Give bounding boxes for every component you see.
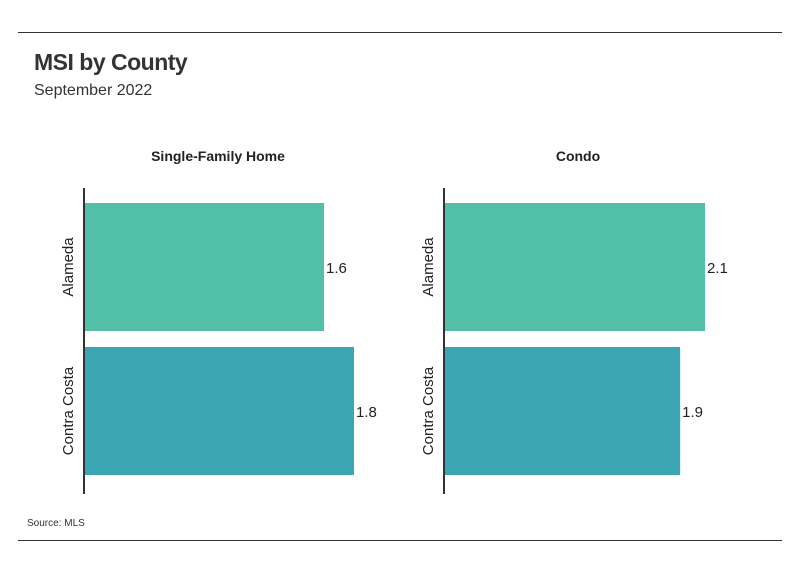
category-label: Contra Costa <box>420 366 437 455</box>
top-rule <box>18 32 782 33</box>
value-label: 1.8 <box>356 404 377 421</box>
bar <box>84 203 324 331</box>
panel-title: Single-Family Home <box>151 148 285 164</box>
panel-1: Condo 2.1 Alameda 1.9 Contra Costa <box>420 148 728 494</box>
category-label: Contra Costa <box>60 366 77 455</box>
value-label: 1.9 <box>682 404 703 421</box>
chart-title: MSI by County <box>34 49 188 75</box>
bar <box>84 347 354 475</box>
category-label: Alameda <box>60 237 77 297</box>
panel-title: Condo <box>556 148 600 164</box>
bottom-rule <box>18 540 782 541</box>
value-label: 1.6 <box>326 260 347 277</box>
value-label: 2.1 <box>707 260 728 277</box>
category-label: Alameda <box>420 237 437 297</box>
bar <box>444 203 706 331</box>
chart-subtitle: September 2022 <box>34 82 153 99</box>
bar <box>444 347 681 475</box>
panel-0: Single-Family Home 1.6 Alameda 1.8 Contra Co… <box>60 148 377 494</box>
source-note: Source: MLS <box>27 518 85 529</box>
